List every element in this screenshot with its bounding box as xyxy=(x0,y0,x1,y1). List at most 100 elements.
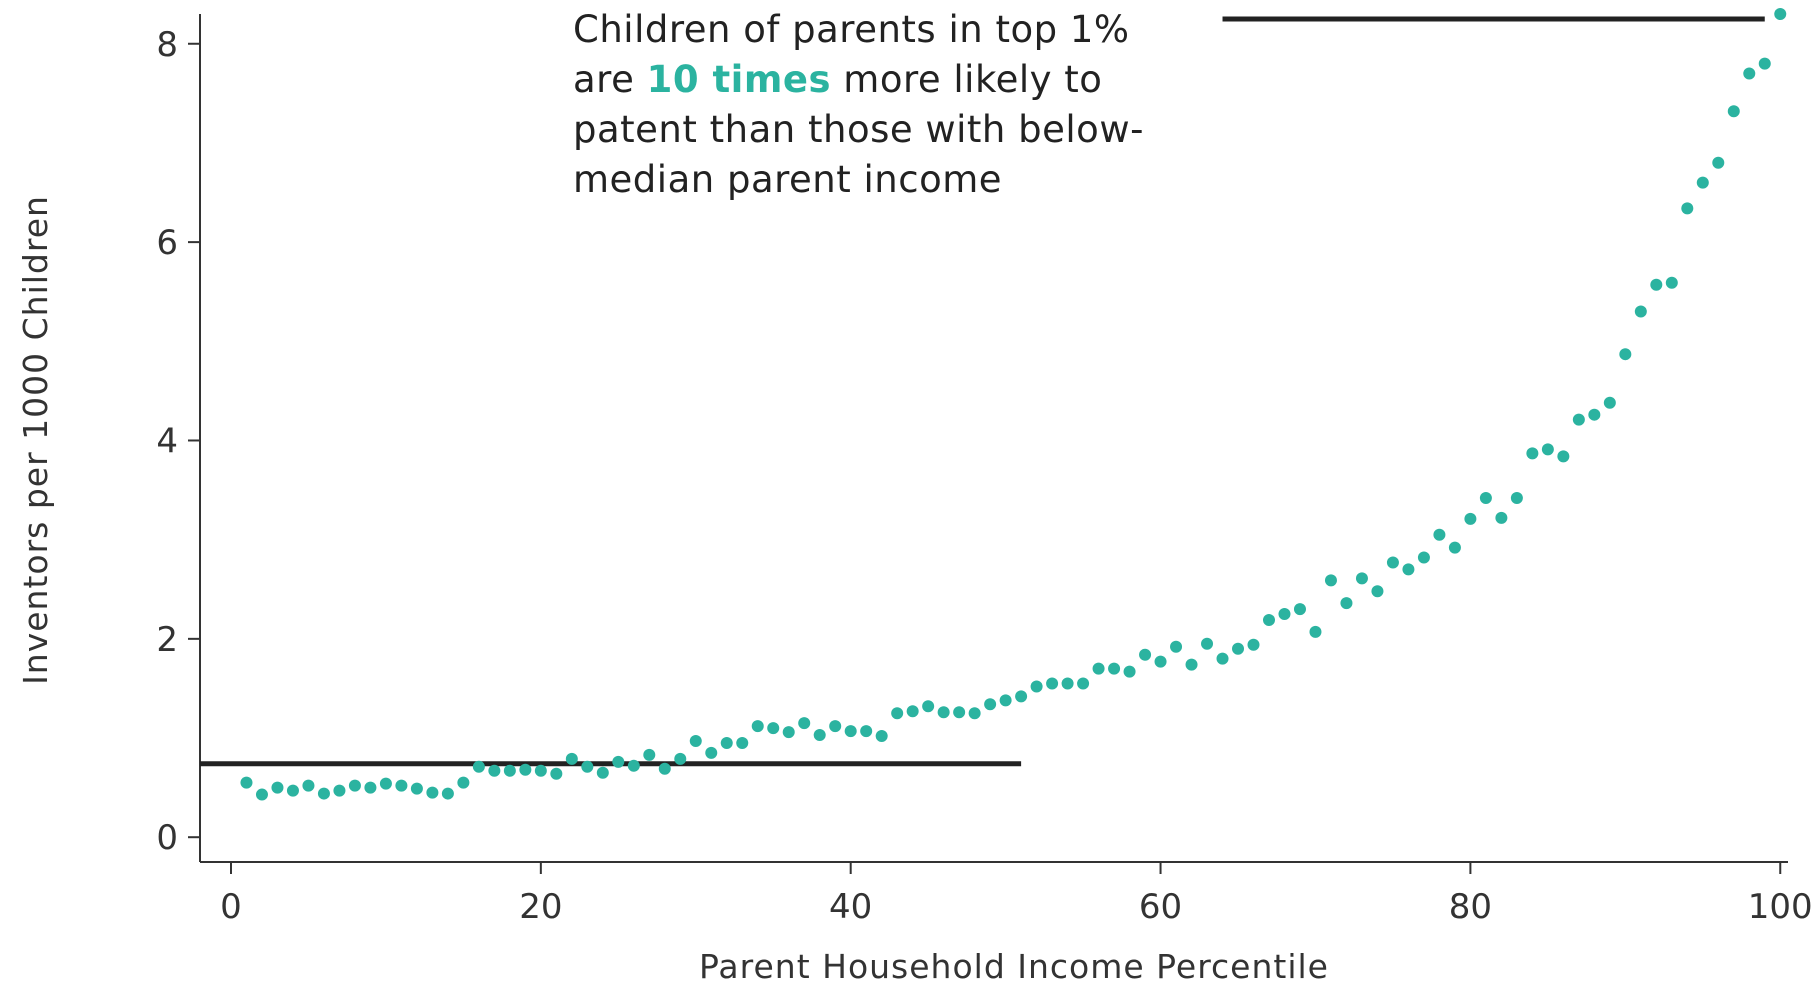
data-point xyxy=(1588,408,1601,421)
annotation-highlight: 10 times xyxy=(647,58,831,101)
data-point xyxy=(1634,305,1647,318)
data-point xyxy=(240,776,253,789)
data-point xyxy=(1061,677,1074,690)
data-point xyxy=(1386,556,1399,569)
data-point xyxy=(1154,655,1167,668)
x-tick-label: 100 xyxy=(1748,887,1813,927)
annotation: Children of parents in top 1% are 10 tim… xyxy=(573,8,1144,201)
data-point xyxy=(1433,528,1446,541)
data-point xyxy=(813,729,826,742)
data-point xyxy=(705,746,718,759)
data-point xyxy=(1046,677,1059,690)
data-point xyxy=(1139,648,1152,661)
data-point xyxy=(1495,511,1508,524)
data-point xyxy=(689,734,702,747)
data-point xyxy=(1278,608,1291,621)
data-point xyxy=(1185,658,1198,671)
annotation-line-2-start: are xyxy=(573,58,647,101)
data-point xyxy=(968,707,981,720)
data-point xyxy=(891,707,904,720)
data-point xyxy=(953,706,966,719)
y-tick-label: 6 xyxy=(156,223,178,263)
data-point xyxy=(612,755,625,768)
data-point xyxy=(1541,443,1554,456)
data-point xyxy=(1077,677,1090,690)
data-point xyxy=(395,779,408,792)
data-point xyxy=(1572,413,1585,426)
data-point xyxy=(1510,492,1523,505)
x-tick-label: 40 xyxy=(829,887,872,927)
data-point xyxy=(1696,176,1709,189)
data-point xyxy=(1402,563,1415,576)
data-point xyxy=(1355,572,1368,585)
annotation-line-2-end: more likely to xyxy=(831,58,1102,101)
data-point xyxy=(1774,8,1787,20)
y-tick-label: 4 xyxy=(156,421,178,461)
data-point xyxy=(1309,625,1322,638)
data-point xyxy=(581,760,594,773)
y-tick-label: 8 xyxy=(156,25,178,65)
data-point xyxy=(550,767,563,780)
data-point xyxy=(1417,551,1430,564)
annotation-line-1: Children of parents in top 1% xyxy=(573,8,1130,51)
data-point xyxy=(1448,541,1461,554)
data-point xyxy=(379,777,392,790)
data-point xyxy=(1557,450,1570,463)
data-point xyxy=(906,705,919,718)
data-point xyxy=(472,760,485,773)
data-point xyxy=(317,787,330,800)
y-tick-label: 2 xyxy=(156,620,178,660)
data-point xyxy=(798,717,811,730)
data-point xyxy=(534,764,547,777)
data-point xyxy=(271,781,284,794)
x-tick-label: 0 xyxy=(220,887,242,927)
x-tick-label: 60 xyxy=(1139,887,1182,927)
annotation-line-3: patent than those with below- xyxy=(573,108,1144,151)
data-point xyxy=(674,752,687,765)
data-point xyxy=(1247,638,1260,651)
data-point xyxy=(255,788,268,801)
data-point xyxy=(643,748,656,761)
data-point xyxy=(627,759,640,772)
y-tick-label: 0 xyxy=(156,818,178,858)
data-point xyxy=(348,779,361,792)
data-point xyxy=(937,706,950,719)
data-point xyxy=(844,725,857,738)
x-ticks: 0 20 40 60 80 100 xyxy=(220,862,1813,927)
data-point xyxy=(1201,637,1214,650)
data-point xyxy=(658,762,671,775)
data-point xyxy=(1262,613,1275,626)
data-point xyxy=(441,787,454,800)
data-point xyxy=(1650,278,1663,291)
annotation-line-2: are 10 times more likely to xyxy=(573,58,1102,101)
data-point xyxy=(1092,662,1105,675)
data-point xyxy=(1108,662,1121,675)
data-point xyxy=(1727,105,1740,118)
data-point xyxy=(875,730,888,743)
data-point xyxy=(1603,396,1616,409)
data-point xyxy=(860,725,873,738)
data-point xyxy=(503,764,516,777)
data-point xyxy=(565,752,578,765)
data-point xyxy=(1216,652,1229,665)
data-point xyxy=(410,782,423,795)
data-point xyxy=(488,764,501,777)
y-axis-title: Inventors per 1000 Children xyxy=(16,195,55,685)
data-point xyxy=(751,720,764,733)
data-point xyxy=(1479,492,1492,505)
data-point xyxy=(1665,276,1678,289)
data-point xyxy=(1619,348,1632,361)
data-point xyxy=(1170,640,1183,653)
data-points xyxy=(240,8,1787,801)
data-point xyxy=(1712,156,1725,169)
x-axis-title: Parent Household Income Percentile xyxy=(699,947,1329,986)
data-point xyxy=(519,763,532,776)
data-point xyxy=(457,776,470,789)
data-point xyxy=(782,726,795,739)
reference-lines xyxy=(200,16,1765,767)
data-point xyxy=(286,784,299,797)
data-point xyxy=(1293,603,1306,616)
data-point xyxy=(1758,57,1771,70)
data-point xyxy=(1681,202,1694,215)
